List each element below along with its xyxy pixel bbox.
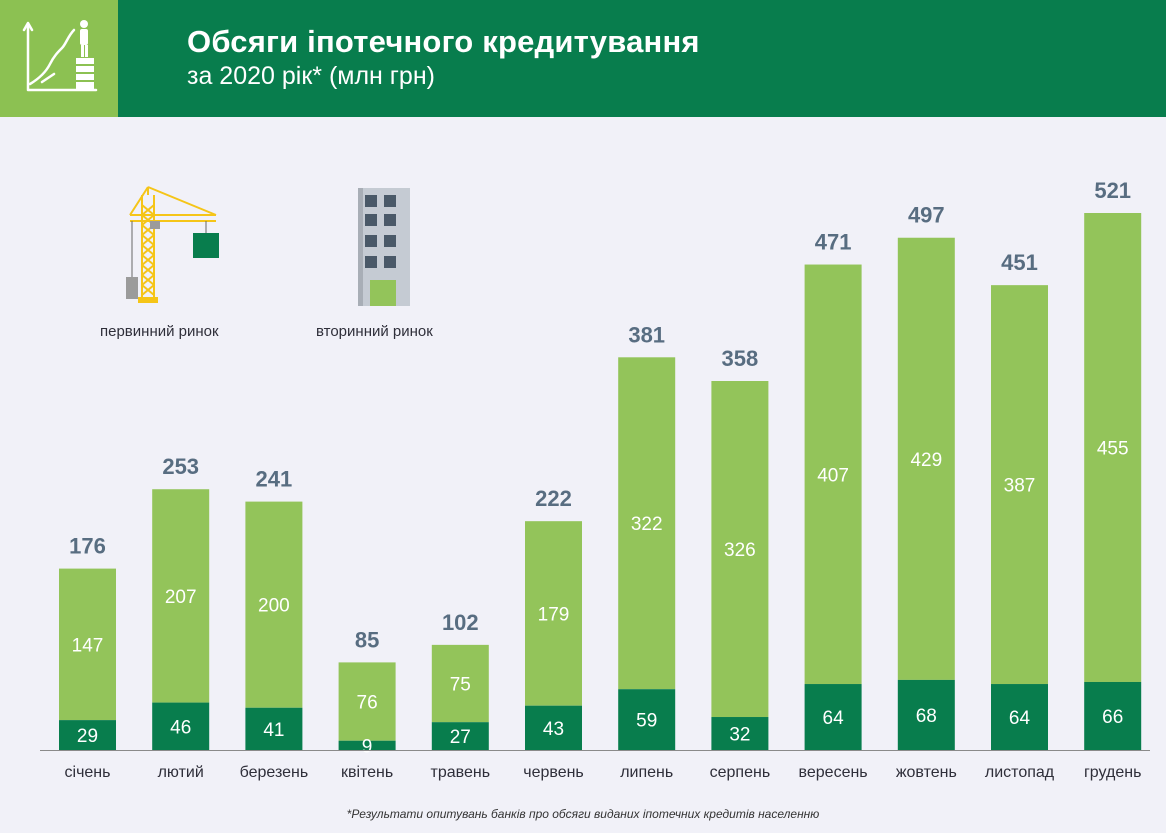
chart-title: Обсяги іпотечного кредитування bbox=[187, 24, 700, 59]
data-label-secondary: 75 bbox=[450, 675, 471, 696]
data-label-total: 102 bbox=[442, 610, 479, 635]
category-label: грудень bbox=[1084, 764, 1141, 781]
data-label-primary: 29 bbox=[77, 726, 98, 747]
data-label-secondary: 322 bbox=[631, 514, 663, 535]
data-label-total: 497 bbox=[908, 203, 945, 228]
bar-secondary bbox=[618, 357, 676, 690]
bar-secondary bbox=[525, 521, 582, 706]
bar-secondary bbox=[338, 662, 396, 741]
data-label-primary: 9 bbox=[362, 736, 373, 757]
data-label-secondary: 76 bbox=[357, 693, 378, 714]
data-label-total: 471 bbox=[815, 230, 852, 255]
category-label: липень bbox=[620, 764, 673, 781]
data-label-primary: 66 bbox=[1102, 707, 1123, 728]
bar-primary bbox=[152, 702, 210, 750]
category-label: лютий bbox=[158, 764, 204, 781]
data-label-total: 176 bbox=[69, 534, 106, 559]
chart-subtitle: за 2020 рік* (млн грн) bbox=[187, 62, 435, 90]
category-label: серпень bbox=[710, 764, 771, 781]
bar-primary bbox=[431, 722, 489, 750]
bar-primary bbox=[897, 679, 955, 750]
bar-secondary bbox=[152, 489, 210, 703]
bar-primary bbox=[1084, 681, 1142, 750]
data-label-total: 358 bbox=[722, 346, 759, 371]
category-label: квітень bbox=[341, 764, 393, 781]
bar-secondary bbox=[245, 501, 303, 708]
bar-primary bbox=[59, 720, 116, 750]
data-label-primary: 68 bbox=[916, 706, 937, 727]
bar-secondary bbox=[59, 568, 116, 721]
bar-secondary bbox=[1084, 213, 1142, 682]
data-label-secondary: 207 bbox=[165, 587, 197, 608]
bar-primary bbox=[804, 684, 862, 750]
legend-label-secondary: вторинний ринок bbox=[316, 323, 433, 340]
data-label-secondary: 429 bbox=[910, 450, 942, 471]
data-label-total: 381 bbox=[628, 322, 665, 347]
category-label: вересень bbox=[799, 764, 868, 781]
bar-primary bbox=[618, 689, 676, 750]
bar-primary bbox=[525, 705, 582, 750]
bar-secondary bbox=[897, 237, 955, 680]
bar-primary bbox=[338, 740, 396, 750]
data-label-secondary: 407 bbox=[817, 465, 849, 486]
bar-primary bbox=[245, 707, 303, 750]
data-label-primary: 64 bbox=[1009, 708, 1031, 729]
data-label-primary: 43 bbox=[543, 719, 564, 740]
data-label-secondary: 147 bbox=[72, 635, 104, 656]
data-label-primary: 64 bbox=[823, 708, 845, 729]
data-label-total: 521 bbox=[1094, 178, 1131, 203]
bar-secondary bbox=[431, 644, 489, 723]
data-label-secondary: 179 bbox=[538, 604, 570, 625]
data-label-total: 451 bbox=[1001, 250, 1038, 275]
category-label: травень bbox=[431, 764, 491, 781]
category-label: червень bbox=[523, 764, 584, 781]
growth-chart-person-icon bbox=[22, 20, 98, 92]
bar-secondary bbox=[711, 381, 769, 718]
apartment-building-icon bbox=[358, 188, 410, 306]
data-label-primary: 27 bbox=[450, 727, 471, 748]
stacked-bar-chart: 29 147 176 січень 46 207 253 лютий 41 200 241 берез… bbox=[40, 178, 1150, 781]
bar-secondary bbox=[804, 264, 862, 685]
footnote: *Результати опитувань банків про обсяги … bbox=[346, 807, 820, 821]
data-label-secondary: 326 bbox=[724, 540, 756, 561]
data-label-secondary: 387 bbox=[1004, 476, 1036, 497]
data-label-primary: 32 bbox=[729, 725, 750, 746]
header-icon-box bbox=[0, 0, 118, 117]
data-label-primary: 59 bbox=[636, 711, 657, 732]
data-label-total: 241 bbox=[256, 467, 293, 492]
data-label-secondary: 455 bbox=[1097, 438, 1129, 459]
bar-primary bbox=[991, 684, 1048, 750]
bar-secondary bbox=[991, 285, 1048, 685]
bar-primary bbox=[711, 717, 769, 750]
data-label-secondary: 200 bbox=[258, 596, 290, 617]
construction-crane-icon bbox=[126, 186, 219, 303]
category-label: жовтень bbox=[896, 764, 957, 781]
legend-label-primary: первинний ринок bbox=[100, 323, 219, 340]
data-label-total: 253 bbox=[162, 454, 199, 479]
data-label-total: 222 bbox=[535, 486, 572, 511]
data-label-primary: 41 bbox=[263, 720, 284, 741]
header-banner: Обсяги іпотечного кредитування за 2020 р… bbox=[0, 0, 1166, 117]
data-label-total: 85 bbox=[355, 627, 379, 652]
category-label: листопад bbox=[985, 764, 1055, 781]
category-label: березень bbox=[240, 764, 309, 781]
data-label-primary: 46 bbox=[170, 717, 191, 738]
category-label: січень bbox=[65, 764, 111, 781]
